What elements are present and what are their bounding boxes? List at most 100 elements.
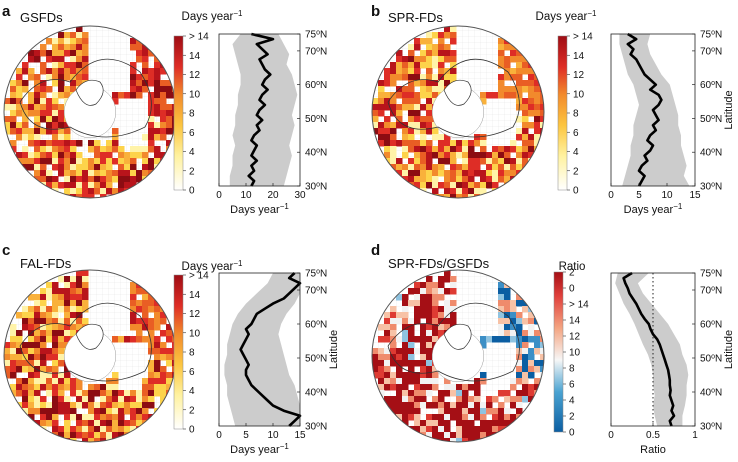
map-cell (46, 56, 53, 63)
map-cell (148, 294, 155, 301)
map-cell (142, 300, 149, 307)
map-cell (498, 86, 505, 93)
x-tick-label: 0 (608, 430, 614, 441)
map-cell (52, 68, 59, 75)
map-cell (142, 396, 149, 403)
map-cell (142, 390, 149, 397)
map-cell (166, 372, 173, 379)
map-cell (390, 128, 397, 135)
map-cell (76, 288, 83, 295)
map-cell (160, 408, 167, 415)
map-cell (4, 354, 11, 361)
map-cell (100, 438, 107, 442)
map-cell (402, 176, 409, 183)
map-cell (112, 372, 119, 379)
colorbar-tick-label: > 14 (569, 300, 589, 311)
map-cell (420, 56, 427, 63)
map-cell (88, 414, 95, 421)
mean-line (247, 32, 275, 187)
map-cell (40, 62, 47, 69)
map-cell (504, 146, 511, 153)
map-cell (70, 44, 77, 51)
map-cell (64, 62, 71, 69)
map-cell (444, 384, 451, 391)
map-cell (390, 62, 397, 69)
map-cell (76, 62, 83, 69)
map-cell (378, 354, 385, 361)
map-cell (94, 176, 101, 183)
map-cell (384, 396, 391, 403)
map-cell (58, 44, 65, 51)
map-cell (456, 164, 463, 171)
map-cell (504, 56, 511, 63)
latitude-axis-label: Latitude (723, 330, 735, 369)
map-cell (402, 152, 409, 159)
map-cell (522, 158, 529, 165)
map-cell (414, 164, 421, 171)
map-cell (528, 134, 535, 141)
map-cell (16, 378, 23, 385)
map-cell (408, 372, 415, 379)
map-cell (64, 414, 71, 421)
map-cell (396, 408, 403, 415)
map-cell (58, 348, 65, 355)
map-cell (4, 348, 11, 355)
map-cell (468, 140, 475, 147)
map-cell (58, 86, 65, 93)
map-cell (16, 342, 23, 349)
coastline (387, 302, 520, 382)
map-cell (34, 348, 41, 355)
map-cell (100, 176, 107, 183)
map-cell (70, 176, 77, 183)
map-cell (10, 330, 17, 337)
map-cell (480, 372, 487, 379)
map-cell (16, 354, 23, 361)
map-cell (148, 176, 155, 183)
map-cell (474, 152, 481, 159)
map-cell (82, 306, 89, 313)
map-cell (130, 80, 137, 87)
map-cell (28, 354, 35, 361)
map-cell (372, 110, 379, 117)
map-cell (130, 282, 137, 289)
map-cell (16, 122, 23, 129)
map-cell (396, 68, 403, 75)
map-title: FAL-FDs (20, 256, 72, 271)
map-cell (522, 56, 529, 63)
map-cell (534, 152, 541, 159)
map-cell (408, 170, 415, 177)
map-cell (4, 128, 11, 135)
map-cell (154, 62, 161, 69)
colorbar-tick-label: 14 (189, 51, 201, 62)
map-cell (378, 324, 385, 331)
map-cell (504, 408, 511, 415)
map-cell (28, 402, 35, 409)
map-cell (142, 56, 149, 63)
map-cell (438, 68, 445, 75)
map-cell (94, 384, 101, 391)
map-cell (462, 414, 469, 421)
map-cell (64, 378, 71, 385)
map-cell (486, 402, 493, 409)
map-cell (474, 188, 481, 195)
map-cell (154, 98, 161, 105)
map-cell (76, 176, 83, 183)
map-cell (82, 188, 89, 195)
map-cell (384, 140, 391, 147)
map-cell (52, 396, 59, 403)
map-cell (444, 306, 451, 313)
map-cell (408, 414, 415, 421)
map-cell (408, 164, 415, 171)
map-cell (456, 194, 463, 198)
map-cell (444, 170, 451, 177)
map-cell (534, 80, 541, 87)
map-cell (510, 50, 517, 57)
map-cell (450, 62, 457, 69)
map-cell (112, 188, 119, 195)
map-cell (22, 80, 29, 87)
map-cell (118, 408, 125, 415)
map-cell (148, 390, 155, 397)
map-cell (438, 80, 445, 87)
map-cell (390, 396, 397, 403)
map-cell (426, 158, 433, 165)
